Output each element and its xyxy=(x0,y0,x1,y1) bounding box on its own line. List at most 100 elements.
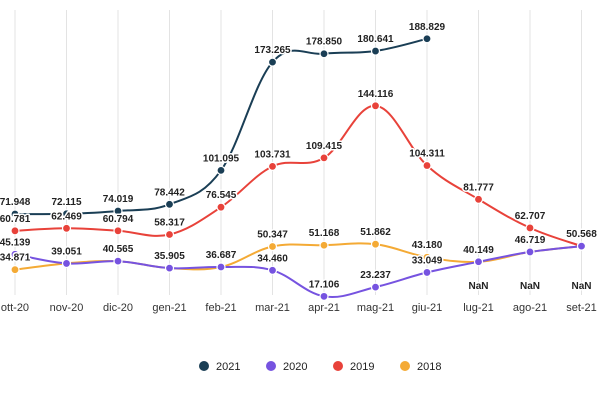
data-point-2018-mar-21[interactable] xyxy=(267,241,278,252)
data-point-2019-mag-21[interactable] xyxy=(370,101,381,111)
x-tick-label-ott-20: ott-20 xyxy=(1,302,29,314)
data-label-2021-feb-21: 101.095 xyxy=(203,153,240,164)
legend-marker-2018 xyxy=(400,361,410,371)
data-point-2021-giu-21[interactable] xyxy=(422,34,432,44)
series-line-2020 xyxy=(14,245,582,298)
data-label-2019-apr-21: 109.415 xyxy=(306,141,343,152)
x-tick-label-mar-21: mar-21 xyxy=(255,302,290,314)
data-point-2021-apr-21[interactable] xyxy=(319,49,329,59)
data-label-2018-apr-21: 51.168 xyxy=(309,228,340,239)
data-point-2019-dic-20[interactable] xyxy=(113,226,123,236)
data-point-2019-lug-21[interactable] xyxy=(473,194,484,204)
data-label-2019-ott-20: 60.781 xyxy=(0,214,31,225)
legend-item-2019[interactable]: 2019 xyxy=(333,361,374,373)
data-point-2020-mar-21[interactable] xyxy=(267,265,278,275)
data-labels: 71.948 72.115 74.019 78.442 101.095 173.265 17… xyxy=(0,20,599,293)
data-point-2020-mag-21[interactable] xyxy=(370,282,381,292)
x-tick-label-lug-21: lug-21 xyxy=(463,302,494,314)
data-label-2021-apr-21: 178.850 xyxy=(306,37,343,48)
data-label-2021-nov-20: 72.115 xyxy=(51,197,81,208)
data-point-2019-feb-21[interactable] xyxy=(216,202,226,212)
data-point-2020-ott-20[interactable] xyxy=(10,249,20,259)
legend[interactable]: 2021 2020 2019 2018 xyxy=(199,361,441,373)
data-point-2020-gen-21[interactable] xyxy=(164,263,175,273)
data-point-2019-ott-20[interactable] xyxy=(10,226,20,236)
data-label-2021-dic-20: 74.019 xyxy=(103,194,134,205)
data-point-2019-apr-21[interactable] xyxy=(319,153,329,163)
data-label-2018-giu-21: 43.180 xyxy=(412,240,443,251)
data-label-2020-dic-20: 40.565 xyxy=(103,244,134,255)
data-label-2019-dic-20: 60.794 xyxy=(103,214,134,225)
data-point-2018-giu-21[interactable] xyxy=(422,252,432,262)
data-label-2020-apr-21: 17.106 xyxy=(309,279,340,290)
data-label-2020-nov-20: 39.051 xyxy=(51,246,82,257)
data-label-2019-mag-21: 144.116 xyxy=(358,89,394,100)
data-label-2020-mar-21: 34.460 xyxy=(257,253,288,264)
data-point-2021-feb-21[interactable] xyxy=(216,165,226,175)
data-label-2021-giu-21: 188.829 xyxy=(409,22,446,33)
x-tick-label-giu-21: giu-21 xyxy=(412,302,443,314)
grid xyxy=(14,10,582,295)
data-point-2020-giu-21[interactable] xyxy=(422,267,432,278)
data-point-2020-apr-21[interactable] xyxy=(319,291,329,301)
data-label-2021-mar-21: 173.265 xyxy=(254,45,291,56)
data-points xyxy=(10,34,587,301)
data-label-2021-ott-20: 71.948 xyxy=(0,197,31,208)
data-point-2020-dic-20[interactable] xyxy=(113,256,123,266)
data-point-2020-nov-20[interactable] xyxy=(61,258,72,269)
data-point-2021-nov-20[interactable] xyxy=(61,209,72,219)
x-tick-label-feb-21: feb-21 xyxy=(205,302,236,314)
data-point-2020-set-21[interactable] xyxy=(576,241,587,251)
x-tick-label-mag-21: mag-21 xyxy=(357,302,394,314)
data-point-2018-ott-20[interactable] xyxy=(10,265,20,275)
x-tick-label-set-21: set-21 xyxy=(566,302,597,314)
series-line-2019 xyxy=(14,104,582,248)
data-point-2021-ott-20[interactable] xyxy=(10,209,20,219)
data-point-2020-ago-21[interactable] xyxy=(525,247,535,257)
data-label-2020-gen-21: 35.905 xyxy=(154,251,185,262)
legend-marker-2019 xyxy=(333,361,343,371)
x-tick-label-gen-21: gen-21 xyxy=(152,302,186,314)
data-label-2021-ago-21: NaN xyxy=(520,281,540,292)
data-label-2019-mar-21: 103.731 xyxy=(254,149,291,160)
data-point-2020-lug-21[interactable] xyxy=(473,257,484,267)
series-lines xyxy=(14,37,582,298)
x-tick-label-ago-21: ago-21 xyxy=(513,302,547,314)
data-point-2018-apr-21[interactable] xyxy=(319,240,329,250)
data-label-2021-mag-21: 180.641 xyxy=(357,34,394,45)
data-label-2018-mar-21: 50.347 xyxy=(257,229,288,240)
data-point-2021-gen-21[interactable] xyxy=(164,199,175,209)
data-label-2020-giu-21: 33.049 xyxy=(412,255,443,266)
legend-label-2019: 2019 xyxy=(350,361,374,373)
x-tick-label-apr-21: apr-21 xyxy=(308,302,340,314)
data-label-2018-ott-20: 34.871 xyxy=(0,253,31,264)
data-point-2021-mag-21[interactable] xyxy=(370,46,381,56)
data-point-2020-feb-21[interactable] xyxy=(216,262,226,272)
legend-item-2020[interactable]: 2020 xyxy=(266,361,307,373)
legend-item-2021[interactable]: 2021 xyxy=(199,361,240,373)
data-point-2019-nov-20[interactable] xyxy=(61,223,72,233)
data-point-2019-ago-21[interactable] xyxy=(525,223,535,233)
data-label-2019-giu-21: 104.311 xyxy=(409,149,445,160)
data-label-2019-gen-21: 58.317 xyxy=(154,218,185,229)
legend-marker-2021 xyxy=(199,361,209,371)
data-point-2021-dic-20[interactable] xyxy=(113,206,123,216)
legend-label-2021: 2021 xyxy=(216,361,240,373)
data-point-2019-mar-21[interactable] xyxy=(267,161,278,172)
data-label-2019-feb-21: 76.545 xyxy=(206,190,237,201)
data-label-2021-lug-21: NaN xyxy=(468,281,488,292)
data-point-2019-gen-21[interactable] xyxy=(164,229,175,240)
data-label-2019-lug-21: 81.777 xyxy=(463,182,494,193)
data-label-2021-gen-21: 78.442 xyxy=(154,187,185,198)
data-label-2020-lug-21: 40.149 xyxy=(463,245,494,256)
data-point-2018-mag-21[interactable] xyxy=(370,239,381,249)
data-point-2021-mar-21[interactable] xyxy=(267,57,278,67)
data-label-2020-ott-20: 45.139 xyxy=(0,237,31,248)
x-tick-label-dic-20: dic-20 xyxy=(103,302,133,314)
data-label-2020-mag-21: 23.237 xyxy=(360,270,391,281)
data-point-2019-giu-21[interactable] xyxy=(422,160,432,171)
data-label-2020-set-21: 50.568 xyxy=(566,229,597,240)
data-label-2021-set-21: NaN xyxy=(571,281,591,292)
legend-item-2018[interactable]: 2018 xyxy=(400,361,441,373)
